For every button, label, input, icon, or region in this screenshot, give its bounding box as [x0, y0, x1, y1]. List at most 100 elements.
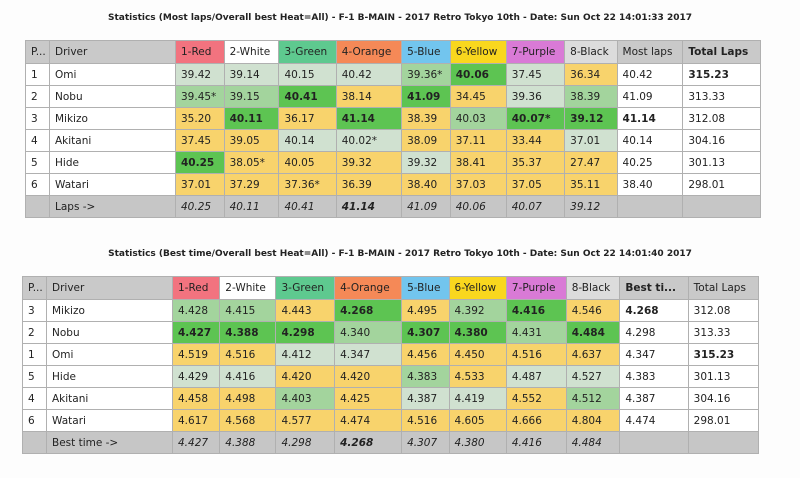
footer-blank — [25, 195, 50, 218]
column-header[interactable]: P... — [22, 276, 47, 300]
most-laps-table: P... Driver 1-Red 2-White 3-Green 4-Orange 5-B… — [25, 40, 761, 218]
column-header[interactable]: 3-Green — [278, 40, 337, 64]
lane-value-cell: 40.02* — [335, 129, 403, 152]
driver-cell: Mikizo — [46, 299, 173, 322]
footer-value-cell: 41.09 — [401, 195, 451, 218]
lane-value-cell: 38.09 — [401, 129, 451, 152]
lane-value-cell: 4.533 — [448, 365, 507, 388]
column-header[interactable]: P... — [25, 40, 50, 64]
lane-value-cell: 38.39 — [401, 107, 451, 130]
column-header[interactable]: Most laps — [616, 40, 684, 64]
best-value-cell: 40.42 — [616, 63, 684, 86]
lane-value-cell: 4.412 — [275, 343, 336, 366]
table-row: 6 Watari 4.617 4.568 4.577 4.474 4.516 4.605 4.6… — [22, 409, 760, 432]
lane-value-cell: 4.403 — [275, 387, 336, 410]
footer-blank — [22, 431, 47, 454]
table-row: 5 Hide 4.429 4.416 4.420 4.420 4.383 4.533 4.487… — [22, 365, 760, 388]
lane-value-cell: 36.39 — [335, 173, 403, 196]
lane-value-cell: 4.577 — [275, 409, 336, 432]
column-header[interactable]: 8-Black — [565, 276, 621, 300]
column-header[interactable]: 4-Orange — [334, 276, 403, 300]
column-header[interactable]: 6-Yellow — [448, 276, 507, 300]
best-time-table: P... Driver 1-Red 2-White 3-Green 4-Orange 5-B… — [22, 276, 760, 454]
lane-value-cell: 4.443 — [275, 299, 336, 322]
best-value-cell: 4.268 — [619, 299, 689, 322]
position-cell: 6 — [25, 173, 50, 196]
lane-value-cell: 35.20 — [175, 107, 225, 130]
lane-value-cell: 4.428 — [171, 299, 221, 322]
column-header[interactable]: 1-Red — [171, 276, 221, 300]
lane-value-cell: 4.416 — [505, 299, 567, 322]
column-header[interactable]: 2-White — [219, 276, 277, 300]
lane-value-cell: 4.383 — [401, 365, 450, 388]
lane-value-cell: 39.36* — [401, 63, 451, 86]
lane-value-cell: 4.484 — [565, 321, 621, 344]
lane-value-cell: 37.36* — [278, 173, 337, 196]
position-cell: 6 — [22, 409, 47, 432]
lane-value-cell: 39.05 — [223, 129, 280, 152]
lane-value-cell: 4.456 — [401, 343, 450, 366]
footer-value-cell: 4.380 — [448, 431, 507, 454]
lane-value-cell: 37.45 — [505, 63, 566, 86]
column-header[interactable]: Driver — [46, 276, 173, 300]
lane-value-cell: 4.666 — [505, 409, 567, 432]
driver-cell: Omi — [49, 63, 176, 86]
lane-value-cell: 40.41 — [278, 85, 337, 108]
lane-value-cell: 4.495 — [401, 299, 450, 322]
footer-row: Best time -> 4.427 4.388 4.298 4.268 4.307 4.3… — [22, 431, 760, 454]
lane-value-cell: 4.431 — [505, 321, 567, 344]
lane-value-cell: 33.44 — [505, 129, 566, 152]
total-laps-cell: 304.16 — [687, 387, 760, 410]
best-value-cell: 38.40 — [616, 173, 684, 196]
column-header[interactable]: 1-Red — [175, 40, 225, 64]
lane-value-cell: 36.34 — [564, 63, 618, 86]
column-header[interactable]: Total Laps — [687, 276, 760, 300]
table-row: 3 Mikizo 4.428 4.415 4.443 4.268 4.495 4.392 4.4… — [22, 299, 760, 322]
lane-value-cell: 40.03 — [449, 107, 507, 130]
column-header[interactable]: 6-Yellow — [449, 40, 507, 64]
best-value-cell: 4.383 — [619, 365, 689, 388]
total-laps-cell: 301.13 — [682, 151, 761, 174]
position-cell: 5 — [22, 365, 47, 388]
column-header[interactable]: 8-Black — [564, 40, 618, 64]
lane-value-cell: 34.45 — [449, 85, 507, 108]
column-header[interactable]: 7-Purple — [505, 276, 567, 300]
driver-cell: Watari — [46, 409, 173, 432]
lane-value-cell: 39.14 — [223, 63, 280, 86]
lane-value-cell: 4.416 — [219, 365, 277, 388]
column-header[interactable]: 7-Purple — [505, 40, 566, 64]
table-row: 1 Omi 39.42 39.14 40.15 40.42 39.36* 40.06 37.45… — [25, 63, 761, 86]
footer-value-cell: 40.11 — [223, 195, 280, 218]
table-row: 6 Watari 37.01 37.29 37.36* 36.39 38.40 37.03 37… — [25, 173, 761, 196]
lane-value-cell: 4.425 — [334, 387, 403, 410]
driver-cell: Omi — [46, 343, 173, 366]
position-cell: 5 — [25, 151, 50, 174]
lane-value-cell: 40.07* — [505, 107, 566, 130]
footer-value-cell: 4.484 — [565, 431, 621, 454]
footer-value-cell: 41.14 — [335, 195, 403, 218]
column-header[interactable]: 4-Orange — [335, 40, 403, 64]
lane-value-cell: 41.09 — [401, 85, 451, 108]
lane-value-cell: 35.11 — [564, 173, 618, 196]
table-row: 2 Nobu 4.427 4.388 4.298 4.340 4.307 4.380 4.431… — [22, 321, 760, 344]
lane-value-cell: 4.380 — [448, 321, 507, 344]
position-cell: 3 — [22, 299, 47, 322]
best-value-cell: 40.14 — [616, 129, 684, 152]
position-cell: 3 — [25, 107, 50, 130]
total-laps-cell: 315.23 — [682, 63, 761, 86]
column-header[interactable]: 5-Blue — [401, 40, 451, 64]
column-header[interactable]: 3-Green — [275, 276, 336, 300]
lane-value-cell: 4.605 — [448, 409, 507, 432]
lane-value-cell: 4.427 — [171, 321, 221, 344]
column-header[interactable]: 2-White — [223, 40, 280, 64]
best-value-cell: 4.347 — [619, 343, 689, 366]
footer-value-cell: 40.25 — [175, 195, 225, 218]
column-header[interactable]: 5-Blue — [401, 276, 450, 300]
total-laps-cell: 313.33 — [687, 321, 760, 344]
column-header[interactable]: Best ti... — [619, 276, 689, 300]
lane-value-cell: 38.39 — [564, 85, 618, 108]
lane-value-cell: 37.05 — [505, 173, 566, 196]
column-header[interactable]: Total Laps — [682, 40, 761, 64]
position-cell: 1 — [25, 63, 50, 86]
column-header[interactable]: Driver — [49, 40, 176, 64]
